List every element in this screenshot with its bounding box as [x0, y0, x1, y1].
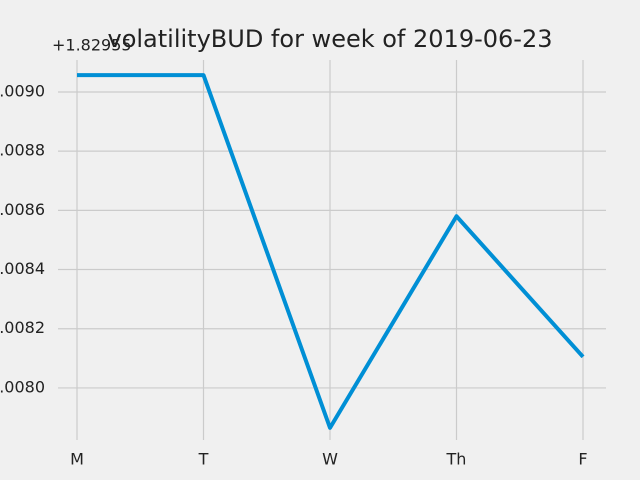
y-tick-label: 0.0082	[0, 318, 45, 337]
y-tick-label: 0.0090	[0, 81, 45, 100]
chart-title: volatilityBUD for week of 2019-06-23	[108, 25, 553, 53]
data-line	[77, 73, 585, 430]
y-tick-label: 0.0080	[0, 377, 45, 396]
y-tick-label: 0.0084	[0, 259, 45, 278]
x-tick-label: Th	[446, 450, 467, 469]
x-tick-label: M	[70, 450, 84, 469]
x-tick-label: F	[578, 450, 587, 469]
y-tick-label: 0.0086	[0, 200, 45, 219]
y-tick-label: 0.0088	[0, 141, 45, 160]
x-tick-label: W	[322, 450, 338, 469]
x-tick-label: T	[198, 450, 209, 469]
y-offset-label: +1.82955	[52, 36, 132, 55]
